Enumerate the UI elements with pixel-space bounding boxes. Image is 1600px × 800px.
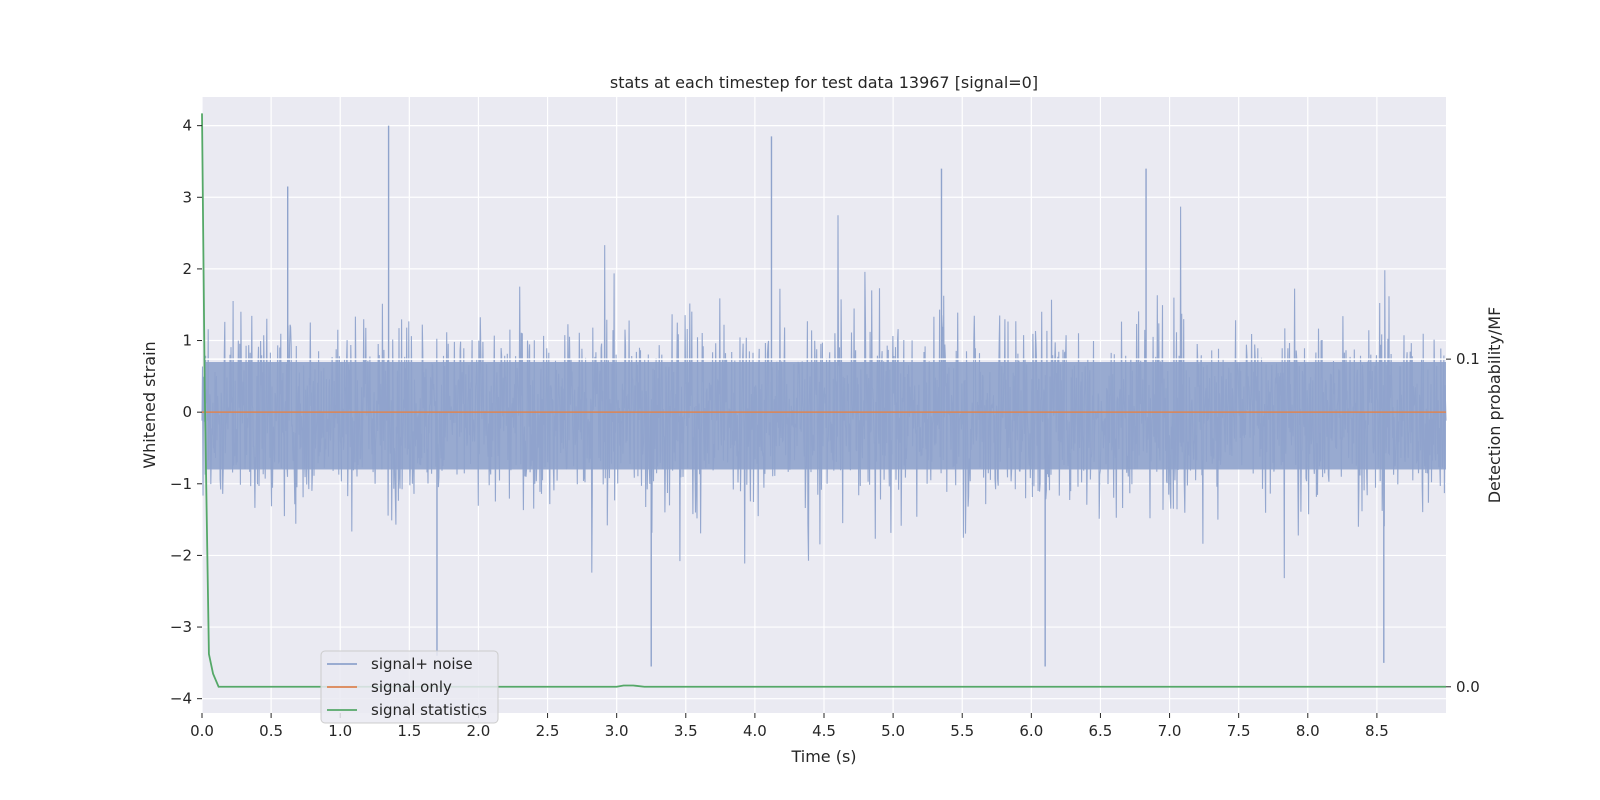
y2-tick-label: 0.1 [1456,350,1480,368]
x-axis-label: Time (s) [790,747,856,766]
x-tick-label: 3.0 [605,722,629,740]
y-tick-label: 2 [182,260,192,278]
x-tick-label: 5.0 [881,722,905,740]
x-tick-label: 7.5 [1227,722,1251,740]
x-tick-label: 6.0 [1019,722,1043,740]
x-tick-label: 8.5 [1365,722,1389,740]
y-tick-label: −1 [170,475,192,493]
y2-axis-label: Detection probability/MF [1485,307,1504,504]
legend: signal+ noise signal only signal statist… [320,650,499,724]
x-tick-label: 5.5 [950,722,974,740]
y2-tick-label: 0.0 [1456,678,1480,696]
legend-label-signal-noise: signal+ noise [371,655,473,673]
y-tick-label: 3 [182,188,192,206]
y-tick-label: −4 [170,690,192,708]
y-tick-label: 0 [182,403,192,421]
chart-title: stats at each timestep for test data 139… [610,73,1038,92]
x-tick-label: 8.0 [1296,722,1320,740]
series-signal-noise [201,125,1447,667]
x-tick-label: 7.0 [1158,722,1182,740]
x-tick-label: 2.5 [536,722,560,740]
x-tick-label: 4.5 [812,722,836,740]
axis-layer: 0.0 0.5 1.0 1.5 2.0 2.5 3.0 3.5 4.0 4.5 5.0 5.5 6.0 6… [170,117,1480,740]
y-tick-label: 1 [182,332,192,350]
legend-box [320,650,499,724]
y-axis-label: Whitened strain [140,341,159,468]
x-tick-label: 0.5 [259,722,283,740]
y-tick-label: 4 [182,117,192,135]
legend-label-signal-only: signal only [371,678,452,696]
x-tick-label: 3.5 [674,722,698,740]
y-tick-label: −3 [170,618,192,636]
x-tick-label: 1.5 [397,722,421,740]
legend-label-signal-statistics: signal statistics [371,701,487,719]
x-tick-label: 2.0 [467,722,491,740]
noise-core-band [204,362,1447,470]
x-tick-label: 6.5 [1089,722,1113,740]
x-tick-label: 0.0 [190,722,214,740]
x-tick-label: 4.0 [743,722,767,740]
y-tick-label: −2 [170,546,192,564]
x-tick-label: 1.0 [328,722,352,740]
